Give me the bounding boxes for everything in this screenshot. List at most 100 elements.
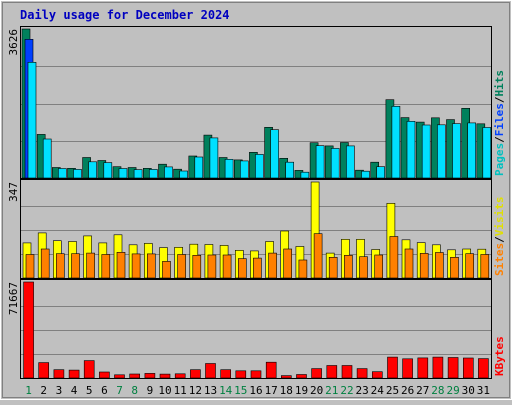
x-tick-label-11: 11 <box>174 384 187 397</box>
bar-sites-13 <box>207 254 217 279</box>
bar-pages-20 <box>315 145 325 179</box>
bar-sites-21 <box>328 256 338 279</box>
x-tick-label-27: 27 <box>416 384 429 397</box>
bar-pages-21 <box>330 148 340 179</box>
x-tick-label-18: 18 <box>280 384 293 397</box>
bar-sites-8 <box>131 253 141 279</box>
bar-kbytes-22 <box>341 365 353 379</box>
bar-sites-15 <box>238 258 247 279</box>
x-tick-label-10: 10 <box>158 384 171 397</box>
x-tick-label-26: 26 <box>401 384 414 397</box>
bar-sites-23 <box>359 256 368 279</box>
bar-sites-10 <box>162 261 171 279</box>
bar-kbytes-15 <box>235 370 247 379</box>
panel-kbytes: 71667 KBytes <box>7 279 506 379</box>
bar-kbytes-9 <box>144 373 156 379</box>
bar-sites-24 <box>374 254 384 279</box>
x-tick-label-2: 2 <box>40 384 47 397</box>
bar-pages-11 <box>179 170 188 179</box>
bar-pages-15 <box>240 160 249 179</box>
legend-entry-files-2: Files <box>493 103 506 136</box>
bar-pages-22 <box>346 145 355 179</box>
bar-kbytes-19 <box>296 374 307 379</box>
bar-sites-7 <box>116 252 126 279</box>
bar-sites-11 <box>177 254 186 279</box>
bar-kbytes-4 <box>68 369 80 379</box>
legend-entry-slash-1: / <box>493 136 506 143</box>
bar-sites-18 <box>283 248 293 279</box>
x-tick-label-23: 23 <box>355 384 368 397</box>
bar-pages-27 <box>421 124 431 179</box>
x-tick-label-1: 1 <box>25 384 32 397</box>
bar-sites-12 <box>192 255 202 279</box>
bar-kbytes-3 <box>53 369 65 379</box>
x-tick-label-30: 30 <box>462 384 475 397</box>
bar-kbytes-28 <box>432 356 444 379</box>
bar-pages-1 <box>27 61 37 179</box>
legend-entry-pages-0: Pages <box>493 143 506 176</box>
x-tick-label-17: 17 <box>265 384 278 397</box>
bar-sites-5 <box>86 252 95 279</box>
x-tick-label-5: 5 <box>86 384 93 397</box>
bar-pages-6 <box>103 162 113 179</box>
ymax-label-kbytes: 71667 <box>7 282 20 315</box>
x-tick-label-4: 4 <box>71 384 78 397</box>
bar-kbytes-5 <box>83 360 95 379</box>
bar-sites-3 <box>55 253 65 279</box>
bar-sites-17 <box>268 252 277 279</box>
bar-kbytes-17 <box>265 361 277 379</box>
legend-hits-files-pages: Pages/Files/Hits <box>493 70 506 176</box>
x-tick-label-28: 28 <box>431 384 444 397</box>
x-tick-label-29: 29 <box>446 384 459 397</box>
ymax-label-hits-files-pages: 3626 <box>7 29 20 56</box>
legend-entry-slash-3: / <box>493 96 506 103</box>
bar-kbytes-26 <box>402 358 413 379</box>
bar-kbytes-24 <box>371 371 383 379</box>
legend-entry-sites-0: Sites <box>493 243 506 276</box>
bar-kbytes-6 <box>99 371 110 379</box>
bar-kbytes-30 <box>462 357 474 379</box>
bar-sites-9 <box>147 253 156 279</box>
x-tick-label-3: 3 <box>56 384 63 397</box>
bar-pages-26 <box>406 121 416 179</box>
x-tick-label-7: 7 <box>116 384 123 397</box>
bar-sites-2 <box>40 248 50 279</box>
bar-pages-23 <box>361 170 370 179</box>
x-tick-label-16: 16 <box>249 384 262 397</box>
x-tick-label-19: 19 <box>295 384 308 397</box>
bar-kbytes-27 <box>417 357 429 379</box>
bar-pages-28 <box>437 124 446 179</box>
x-tick-label-12: 12 <box>189 384 202 397</box>
bar-kbytes-7 <box>114 374 125 379</box>
x-tick-label-9: 9 <box>147 384 154 397</box>
x-tick-label-22: 22 <box>340 384 353 397</box>
legend-entry-visits-2: Visits <box>493 197 506 237</box>
bar-pages-5 <box>88 161 97 179</box>
legend-entry-hits-4: Hits <box>493 70 506 97</box>
bar-sites-26 <box>404 248 414 279</box>
x-tick-label-13: 13 <box>204 384 217 397</box>
bar-sites-16 <box>253 257 262 279</box>
bar-sites-1 <box>25 254 35 279</box>
x-tick-label-8: 8 <box>131 384 138 397</box>
x-tick-label-31: 31 <box>477 384 490 397</box>
panel-visits-sites: 347 Sites/Visits <box>7 179 506 279</box>
legend-kbytes: KBytes <box>493 336 506 376</box>
bar-sites-28 <box>435 252 444 279</box>
bar-kbytes-8 <box>129 373 140 379</box>
bar-kbytes-16 <box>250 370 262 379</box>
legend-entry-slash-1: / <box>493 236 506 243</box>
bar-pages-3 <box>57 168 67 179</box>
bar-pages-29 <box>452 123 461 179</box>
legend-entry-kbytes-0: KBytes <box>493 336 506 376</box>
panel-frame <box>20 279 492 379</box>
bar-pages-25 <box>391 106 401 179</box>
bar-pages-9 <box>149 169 158 179</box>
bar-pages-31 <box>482 127 492 179</box>
bar-pages-2 <box>42 138 52 179</box>
bar-kbytes-21 <box>326 365 338 379</box>
bar-pages-7 <box>118 168 128 179</box>
x-tick-label-20: 20 <box>310 384 323 397</box>
